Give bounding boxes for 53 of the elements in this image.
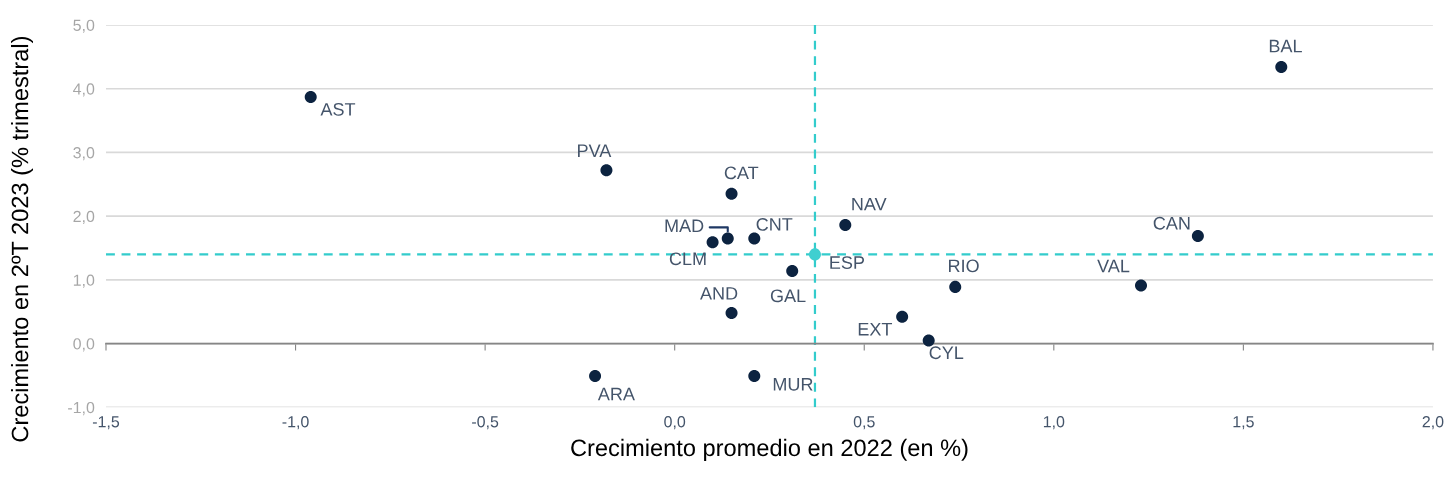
point	[748, 232, 761, 245]
point	[748, 370, 761, 383]
series-label: CAT	[724, 166, 759, 180]
point	[786, 264, 799, 277]
x-tick-label: 0,0	[664, 416, 686, 430]
x-tick-label: 1,0	[1043, 416, 1065, 430]
point	[721, 232, 734, 245]
series-label: CYL	[929, 346, 964, 360]
series-label: RIO	[949, 259, 979, 273]
series-label: CAN	[1153, 216, 1190, 230]
point	[304, 90, 317, 104]
series-label: CNT	[756, 218, 793, 231]
x-axis-title: Crecimiento promedio en 2022 (en %)	[571, 438, 968, 461]
y-tick-label: 0,0	[73, 338, 95, 352]
point	[922, 334, 935, 347]
y-tick-label: 3,0	[73, 147, 95, 161]
point	[949, 280, 962, 293]
series-label: BAL	[1269, 39, 1302, 53]
x-tick-label: 2,0	[1422, 416, 1444, 430]
series-label: VAL	[1097, 259, 1130, 273]
y-tick-label: 2,0	[73, 210, 95, 224]
point	[706, 236, 719, 249]
series-label: AND	[700, 287, 738, 300]
series-label: PVA	[578, 144, 612, 157]
series-label: CLM	[669, 252, 706, 266]
series-label: MAD	[665, 219, 704, 233]
point	[1275, 61, 1288, 74]
series-label: EXT	[858, 322, 893, 336]
y-tick-label: -1,0	[68, 401, 95, 416]
point	[1135, 279, 1148, 292]
x-tick-label: -0,5	[472, 416, 499, 430]
x-tick-label: -1,0	[282, 416, 309, 430]
y-tick-label: 5,0	[73, 19, 95, 33]
series-label: MUR	[773, 378, 813, 391]
point	[839, 219, 852, 232]
series-label: GAL	[770, 289, 806, 303]
x-tick-label: 0,5	[853, 416, 875, 430]
y-axis-title: Crecimiento en 2ºT 2023 (% trimestral)	[11, 36, 33, 442]
y-tick-label: 4,0	[73, 83, 95, 97]
point	[600, 164, 613, 177]
series-label: AST	[320, 102, 356, 116]
series-label: ARA	[597, 387, 635, 401]
point	[725, 187, 738, 200]
point	[896, 310, 909, 323]
x-tick-label: -1,5	[92, 416, 120, 430]
series-label: ESP	[830, 256, 865, 269]
point	[589, 370, 602, 383]
point	[725, 306, 738, 320]
point	[808, 248, 821, 261]
series-label: NAV	[852, 197, 887, 211]
point	[1191, 229, 1204, 242]
y-tick-label: 1,0	[73, 274, 95, 288]
x-tick-label: 1,5	[1233, 416, 1254, 430]
